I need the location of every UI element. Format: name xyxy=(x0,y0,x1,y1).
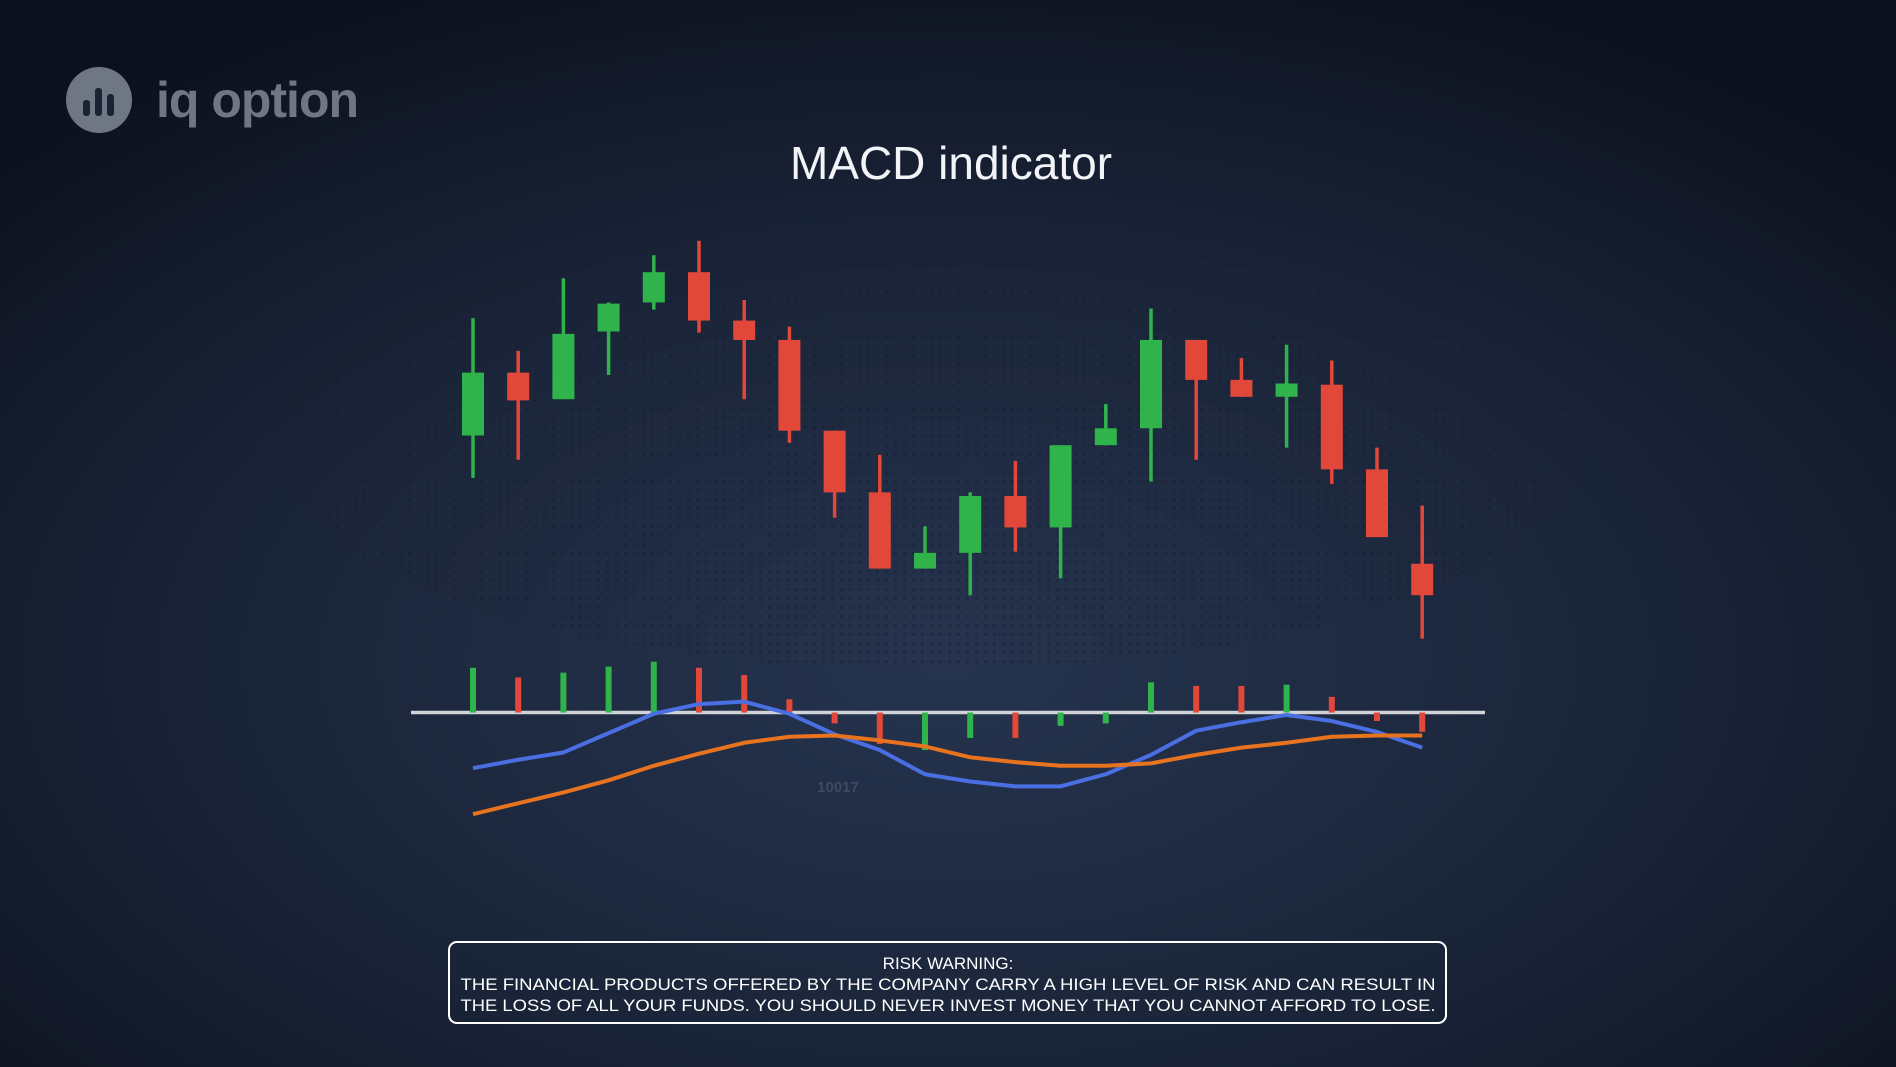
candle-body xyxy=(1411,563,1434,596)
annotation: 10017 xyxy=(817,779,859,796)
histogram-bar xyxy=(515,677,522,713)
histogram-bar xyxy=(470,667,476,713)
histogram-bar xyxy=(1012,712,1019,738)
histogram-bar xyxy=(1193,685,1200,713)
histogram-bar xyxy=(1148,682,1154,713)
histogram-bar xyxy=(696,667,702,713)
chart-title: MACD indicator xyxy=(790,137,1112,189)
logo: iq option xyxy=(66,67,359,133)
risk-warning-text: THE LOSS OF ALL YOUR FUNDS. YOU SHOULD N… xyxy=(461,996,1436,1015)
candle-body xyxy=(959,495,982,553)
candle-body xyxy=(1094,428,1117,446)
histogram-bar xyxy=(1419,712,1426,732)
candle-body xyxy=(597,303,620,332)
histogram-bar xyxy=(1238,685,1245,713)
logo-icon-bar xyxy=(83,100,90,116)
histogram-bar xyxy=(560,672,567,713)
plot: 10017 xyxy=(411,240,1485,817)
histogram-bar xyxy=(1102,712,1109,724)
logo-icon-bar xyxy=(107,94,114,116)
signal-line xyxy=(472,733,1423,817)
candle-body xyxy=(462,372,484,436)
candle-body xyxy=(823,430,846,493)
histogram-bar xyxy=(1057,712,1064,726)
macd-line xyxy=(472,699,1423,789)
histogram-bar xyxy=(922,712,928,751)
logo-text: iq option xyxy=(156,72,358,128)
candle-body xyxy=(914,552,936,569)
histogram-bar xyxy=(967,712,974,738)
candle-body xyxy=(1230,379,1253,397)
candle-body xyxy=(1140,339,1162,429)
candle-body xyxy=(868,492,891,569)
logo-icon-bar xyxy=(95,88,102,116)
risk-warning: RISK WARNING: THE FINANCIAL PRODUCTS OFF… xyxy=(448,941,1447,1024)
candle-body xyxy=(688,272,710,321)
histogram-bar xyxy=(650,661,657,713)
histogram-bar xyxy=(1374,712,1380,722)
candle-body xyxy=(1366,469,1388,538)
candle-body xyxy=(1004,495,1027,528)
risk-warning-text: THE FINANCIAL PRODUCTS OFFERED BY THE CO… xyxy=(461,975,1436,994)
histogram-bar xyxy=(786,699,793,713)
histogram-bar xyxy=(831,712,838,724)
candle-body xyxy=(778,339,801,431)
candle-body xyxy=(552,333,575,400)
histogram-bar xyxy=(876,712,883,744)
world-map-dots xyxy=(280,230,1580,670)
candle-body xyxy=(1320,384,1343,470)
histogram-bar xyxy=(1283,684,1290,713)
risk-warning-title: RISK WARNING: xyxy=(883,954,1014,973)
risk-warning-box xyxy=(448,941,1447,1024)
candle-body xyxy=(1185,339,1208,380)
candle-body xyxy=(1049,445,1072,528)
histogram-bar xyxy=(1328,696,1335,713)
histogram-bar xyxy=(741,675,748,713)
candle-body xyxy=(642,272,665,303)
candle-body xyxy=(1275,383,1298,397)
candle-body xyxy=(507,372,530,401)
candle-body xyxy=(733,320,756,340)
histogram-bar xyxy=(605,666,612,713)
